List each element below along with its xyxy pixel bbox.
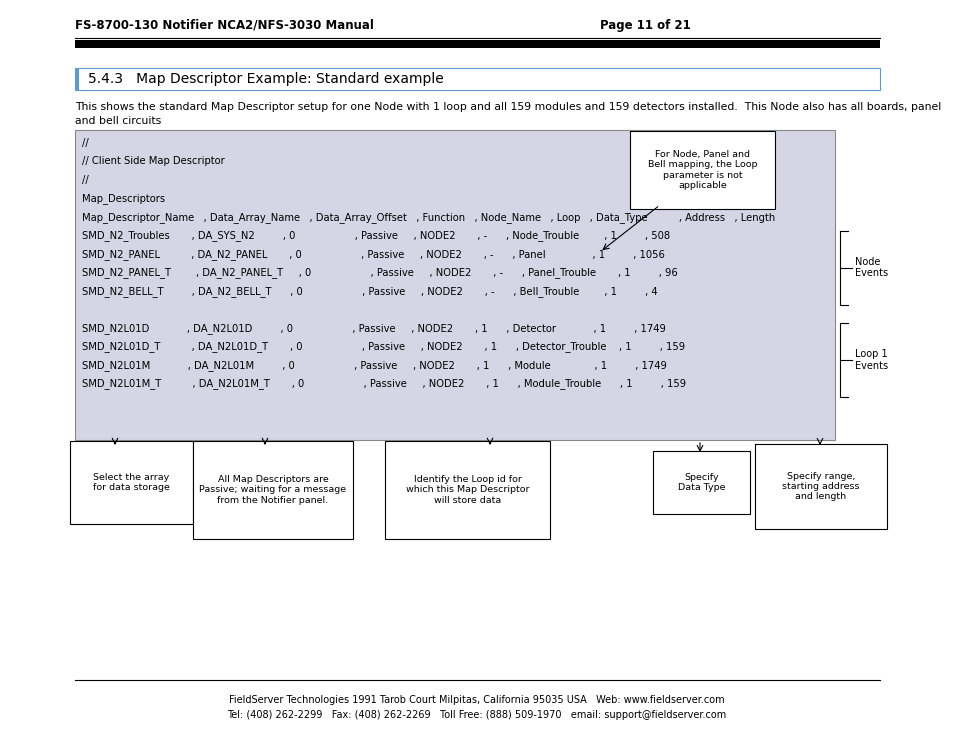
Text: 5.4.3   Map Descriptor Example: Standard example: 5.4.3 Map Descriptor Example: Standard e… [88, 72, 443, 86]
Text: SMD_N2_Troubles       , DA_SYS_N2         , 0                   , Passive     , : SMD_N2_Troubles , DA_SYS_N2 , 0 , Passiv… [82, 230, 669, 241]
FancyBboxPatch shape [75, 68, 79, 90]
FancyBboxPatch shape [755, 444, 886, 528]
Text: Specify range,
starting address
and length: Specify range, starting address and leng… [781, 472, 859, 501]
Text: All Map Descriptors are
Passive; waiting for a message
from the Notifier panel.: All Map Descriptors are Passive; waiting… [199, 475, 346, 505]
Text: Loop 1
Events: Loop 1 Events [854, 349, 887, 370]
Text: //: // [82, 138, 89, 148]
FancyBboxPatch shape [193, 441, 353, 539]
FancyBboxPatch shape [75, 40, 879, 48]
Text: Map_Descriptor_Name   , Data_Array_Name   , Data_Array_Offset   , Function   , N: Map_Descriptor_Name , Data_Array_Name , … [82, 212, 775, 223]
Text: Specify
Data Type: Specify Data Type [677, 473, 724, 492]
Text: This shows the standard Map Descriptor setup for one Node with 1 loop and all 15: This shows the standard Map Descriptor s… [75, 102, 941, 112]
Text: Identify the Loop id for
which this Map Descriptor
will store data: Identify the Loop id for which this Map … [405, 475, 529, 505]
Text: SMD_N2_PANEL_T        , DA_N2_PANEL_T     , 0                   , Passive     , : SMD_N2_PANEL_T , DA_N2_PANEL_T , 0 , Pas… [82, 267, 677, 278]
Text: SMD_N2L01M            , DA_N2L01M         , 0                   , Passive     , : SMD_N2L01M , DA_N2L01M , 0 , Passive , [82, 360, 666, 371]
Text: SMD_N2L01M_T          , DA_N2L01M_T       , 0                   , Passive     , : SMD_N2L01M_T , DA_N2L01M_T , 0 , Passive… [82, 379, 685, 390]
Text: Node
Events: Node Events [854, 257, 887, 278]
Text: Page 11 of 21: Page 11 of 21 [599, 18, 690, 32]
FancyBboxPatch shape [71, 441, 193, 524]
Text: SMD_N2L01D            , DA_N2L01D         , 0                   , Passive     , : SMD_N2L01D , DA_N2L01D , 0 , Passive , [82, 323, 665, 334]
FancyBboxPatch shape [653, 452, 749, 514]
FancyBboxPatch shape [385, 441, 549, 539]
FancyBboxPatch shape [630, 131, 774, 209]
Text: SMD_N2_BELL_T         , DA_N2_BELL_T      , 0                   , Passive     , : SMD_N2_BELL_T , DA_N2_BELL_T , 0 , Passi… [82, 286, 657, 297]
Text: Tel: (408) 262-2299   Fax: (408) 262-2269   Toll Free: (888) 509-1970   email: s: Tel: (408) 262-2299 Fax: (408) 262-2269 … [227, 710, 726, 720]
Text: For Node, Panel and
Bell mapping, the Loop
parameter is not
applicable: For Node, Panel and Bell mapping, the Lo… [647, 150, 757, 190]
Text: Select the array
for data storage: Select the array for data storage [93, 473, 170, 492]
Text: //: // [82, 175, 89, 185]
Text: SMD_N2_PANEL          , DA_N2_PANEL       , 0                   , Passive     , : SMD_N2_PANEL , DA_N2_PANEL , 0 , Passive… [82, 249, 664, 260]
Text: and bell circuits: and bell circuits [75, 116, 161, 126]
Text: // Client Side Map Descriptor: // Client Side Map Descriptor [82, 156, 225, 167]
Text: Map_Descriptors: Map_Descriptors [82, 193, 165, 204]
FancyBboxPatch shape [75, 68, 879, 90]
Text: SMD_N2L01D_T          , DA_N2L01D_T       , 0                   , Passive     , : SMD_N2L01D_T , DA_N2L01D_T , 0 , Passive… [82, 342, 684, 353]
FancyBboxPatch shape [75, 130, 834, 440]
Text: FieldServer Technologies 1991 Tarob Court Milpitas, California 95035 USA   Web: : FieldServer Technologies 1991 Tarob Cour… [229, 695, 724, 705]
Text: FS-8700-130 Notifier NCA2/NFS-3030 Manual: FS-8700-130 Notifier NCA2/NFS-3030 Manua… [75, 18, 374, 32]
